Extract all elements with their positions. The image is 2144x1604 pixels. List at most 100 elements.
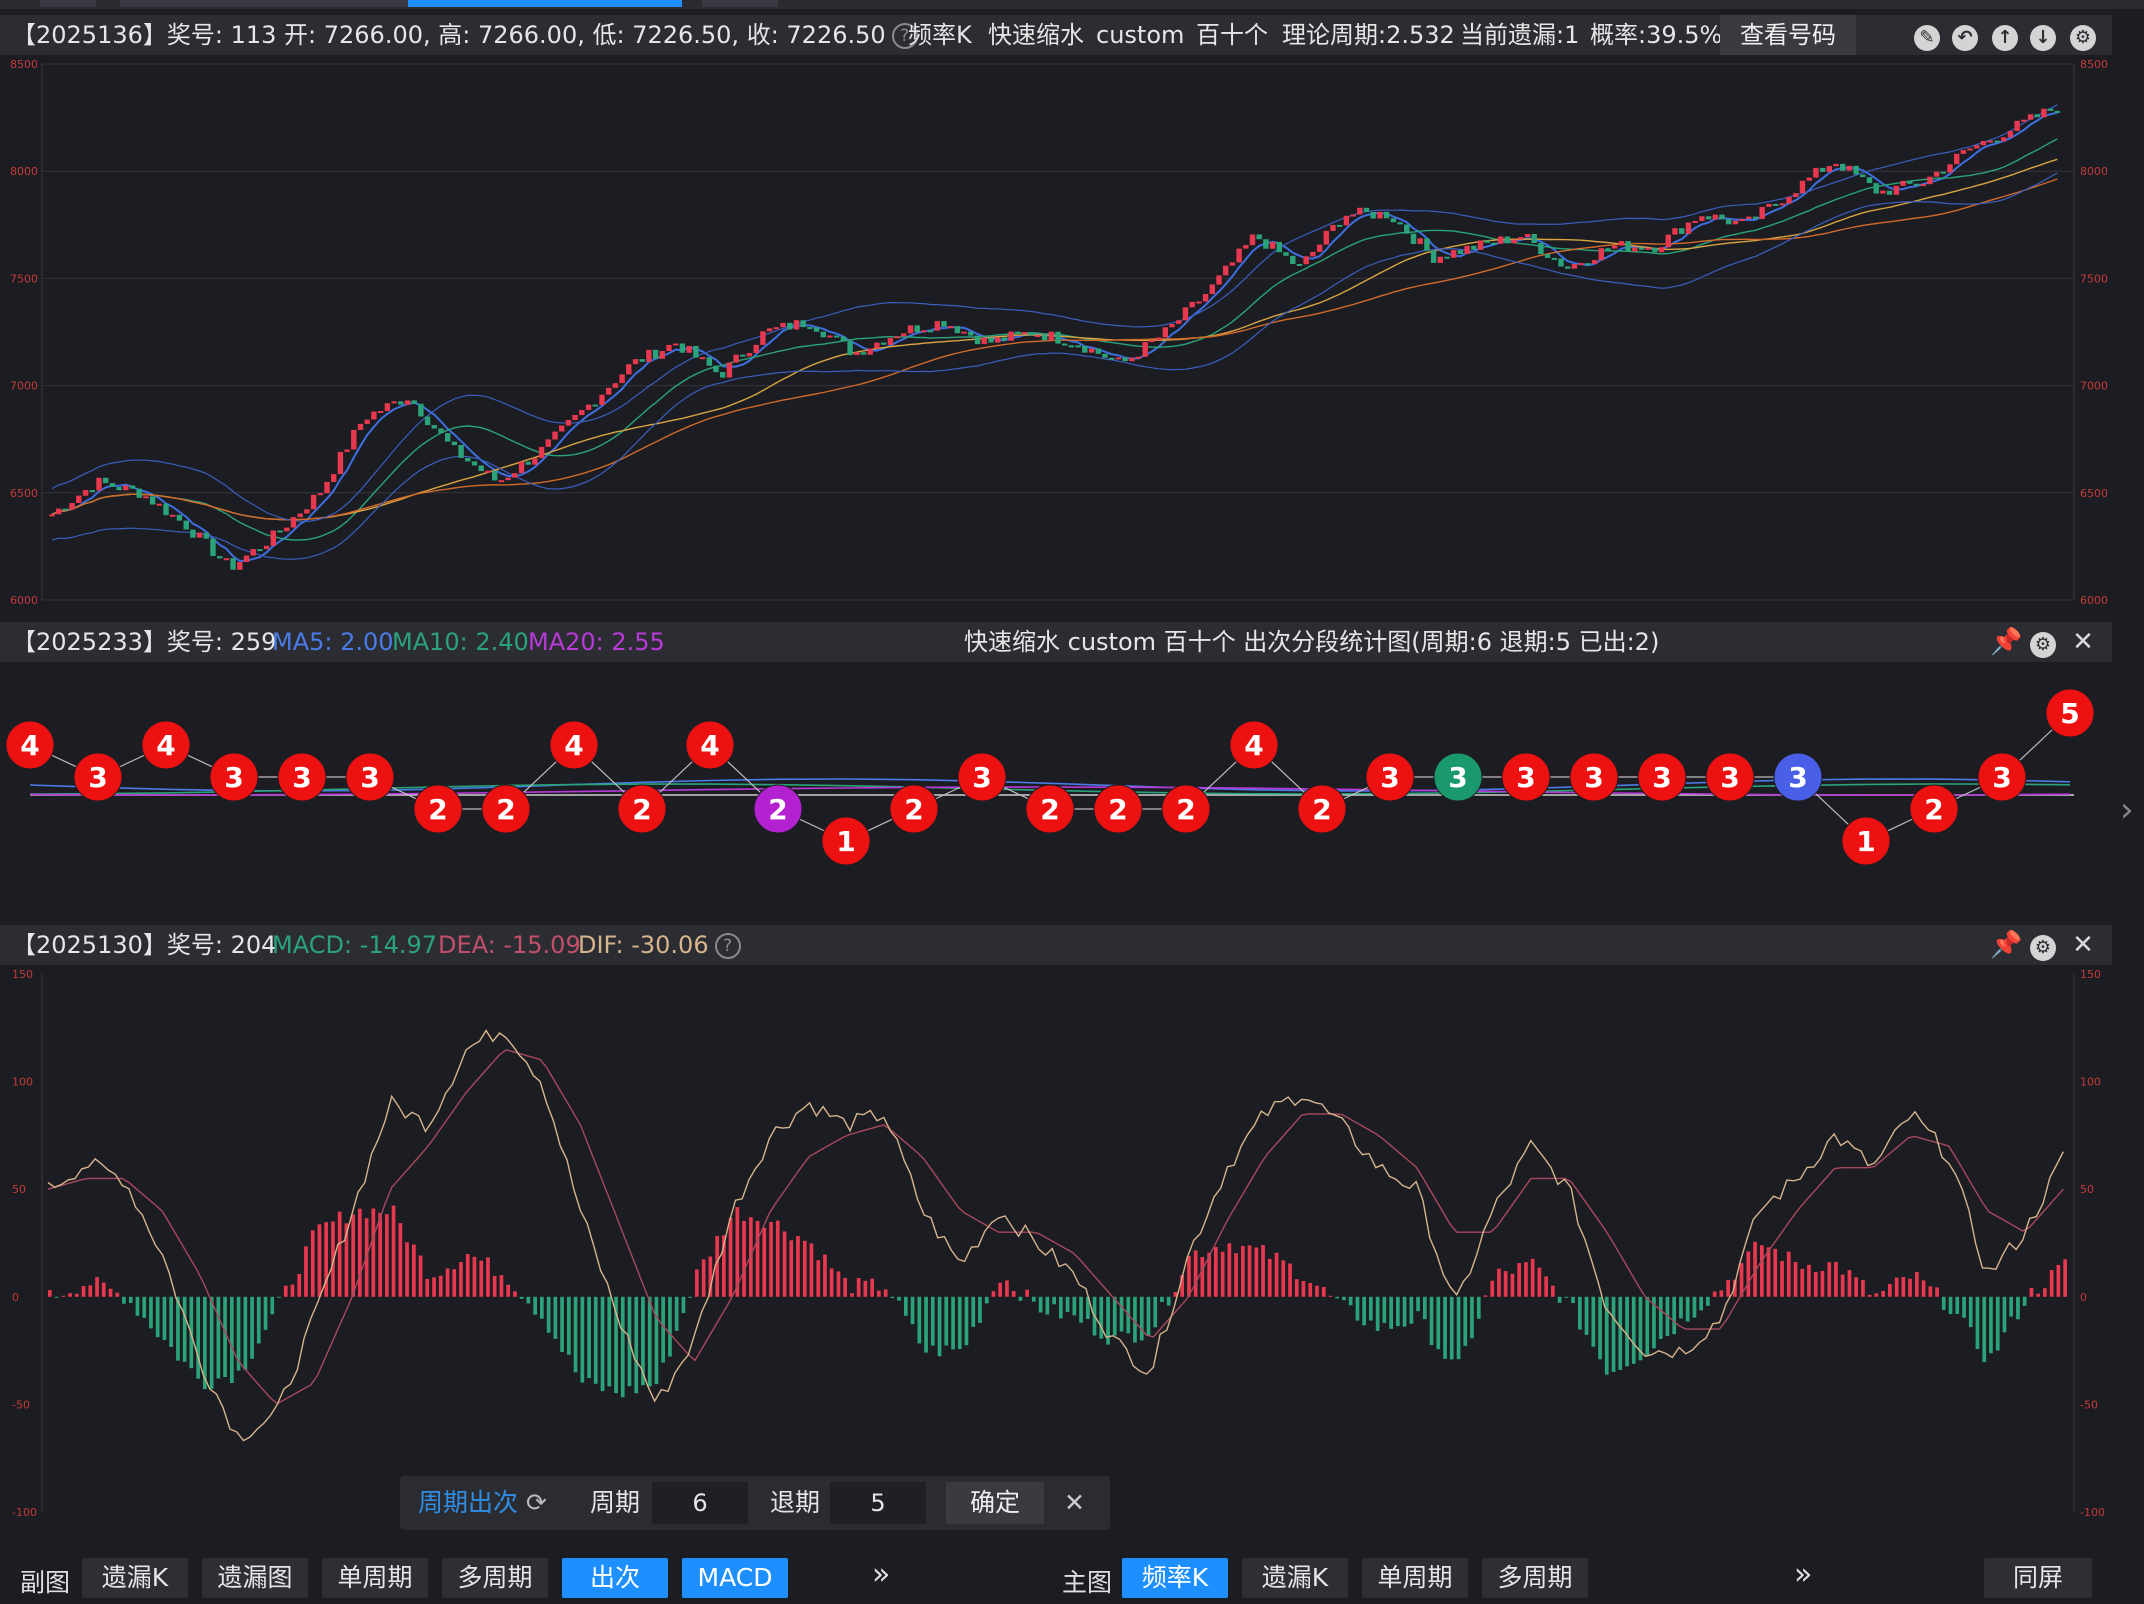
popup-title: 周期出次 [418,1488,519,1517]
macd-bar [688,1296,692,1298]
count-label: 3 [224,761,243,794]
macd-bar [1254,1247,1259,1297]
btn-missing-k[interactable]: 遗漏K [82,1558,188,1598]
down-arrow-icon[interactable]: ↓ [2030,19,2056,51]
more-left-icon[interactable]: » [872,1557,891,1592]
count-circle [1433,752,1483,802]
ma5-value: MA5: 2.00 [272,628,394,656]
main-candle [337,451,344,475]
macd-chart[interactable]: 150 150 100 100 50 50 0 0 -50 -50 -100 -100 [0,966,2112,1526]
macd-close-icon[interactable]: ✕ [2072,930,2094,960]
macd-bar [1955,1296,1960,1314]
main-candle [693,346,699,358]
btn-same-screen[interactable]: 同屏 [1984,1558,2092,1598]
main-candle [1088,348,1095,353]
btn-main-single-period[interactable]: 单周期 [1362,1558,1468,1598]
main-candle [793,320,800,330]
btn-macd[interactable]: MACD [682,1558,788,1598]
macd-bar [1281,1260,1286,1297]
count-circle [685,720,735,770]
main-candle [1692,221,1698,223]
sub-settings-icon[interactable]: ⚙ [2030,626,2056,658]
btn-missing-chart[interactable]: 遗漏图 [202,1558,308,1598]
more-right-icon[interactable]: » [1794,1557,1813,1592]
main-candle [1880,190,1886,194]
main-candle [1518,237,1524,240]
macd-bar [1497,1268,1501,1297]
pin-icon[interactable]: 📌 [1990,627,2023,657]
main-candle [1987,140,1993,143]
btn-main-missing-k[interactable]: 遗漏K [1242,1558,1348,1598]
macd-bar [297,1274,302,1297]
main-candle [666,344,672,351]
edit-icon[interactable]: ✎ [1914,19,1940,51]
back-period-input[interactable] [830,1482,926,1524]
macd-tick-label: 0 [12,1291,19,1304]
macd-settings-icon[interactable]: ⚙ [2030,929,2056,961]
main-candle [1846,165,1853,171]
macd-tick-label-right: 150 [2080,968,2101,981]
main-candle [1176,320,1182,324]
macd-bar [1786,1251,1791,1297]
btn-appear[interactable]: 出次 [562,1558,668,1598]
macd-bar [1995,1296,2000,1351]
close-icon[interactable]: ✕ [2072,627,2094,657]
help-icon[interactable]: ? [891,23,918,49]
main-candle [1504,236,1511,244]
period-input[interactable] [652,1482,748,1524]
popup-close-icon[interactable]: ✕ [1064,1488,1085,1517]
back-icon[interactable]: ↶ [1952,19,1978,51]
macd-bar [1733,1279,1737,1297]
main-candle [1531,234,1537,243]
main-candle [1860,174,1866,178]
macd-help-icon[interactable]: ? [714,933,741,959]
count-label: 1 [1856,825,1875,858]
macd-bar [2009,1296,2013,1317]
main-candle [1330,224,1336,231]
macd-bar [324,1222,328,1297]
main-candle [1947,164,1953,173]
top-tab-active[interactable] [408,0,682,7]
settings-icon[interactable]: ⚙ [2070,19,2096,51]
btn-single-period[interactable]: 单周期 [322,1558,428,1598]
top-tab-4[interactable] [702,0,778,7]
btn-freq-k[interactable]: 频率K [1122,1558,1228,1598]
main-candlestick-chart[interactable]: 6000 6000 6500 6500 7000 7000 7500 7500 8000 8000… [0,56,2112,616]
main-ohlc-text: 【2025136】奖号: 113 开: 7266.00, 高: 7266.00,… [12,15,918,55]
macd-bar [1537,1267,1542,1297]
macd-bar [1335,1296,1339,1299]
confirm-button[interactable]: 确定 [946,1482,1044,1524]
macd-bar [196,1296,200,1379]
macd-bar [162,1296,167,1340]
chevron-right-icon[interactable]: › [2120,790,2134,830]
refresh-icon[interactable]: ⟳ [526,1488,547,1517]
btn-main-multi-period[interactable]: 多周期 [1482,1558,1588,1598]
macd-pin-icon[interactable]: 📌 [1990,930,2023,960]
macd-bar [344,1223,349,1297]
main-candle [1551,257,1557,260]
main-candle [257,549,263,552]
top-tab-2[interactable] [120,0,420,7]
main-ma-line-2 [51,158,2058,521]
main-candle [1806,177,1812,181]
count-label: 2 [904,793,923,826]
main-candle [1605,248,1611,251]
macd-bar [1483,1295,1488,1297]
macd-bar [1679,1296,1683,1319]
macd-bar [1591,1296,1596,1347]
appearance-count-chart[interactable]: 4 3 4 3 3 3 2 2 4 2 4 2 1 2 3 2 2 2 4 2 3 3 3 3 3 3 3 1 2 3 5 [0,663,2112,903]
top-tab-1[interactable] [40,0,96,7]
count-label: 4 [20,729,39,762]
btn-multi-period[interactable]: 多周期 [442,1558,548,1598]
macd-bar [924,1296,928,1353]
macd-bar [816,1260,821,1297]
view-numbers-button[interactable]: 查看号码 [1720,15,1856,55]
macd-bar [1247,1245,1252,1297]
main-candle [1048,331,1054,341]
macd-bar [1045,1296,1050,1315]
up-arrow-icon[interactable]: ↑ [1992,19,2018,51]
macd-bar [108,1288,113,1297]
count-circle [1977,752,2027,802]
main-candle [1645,247,1651,250]
macd-bar [209,1296,214,1389]
